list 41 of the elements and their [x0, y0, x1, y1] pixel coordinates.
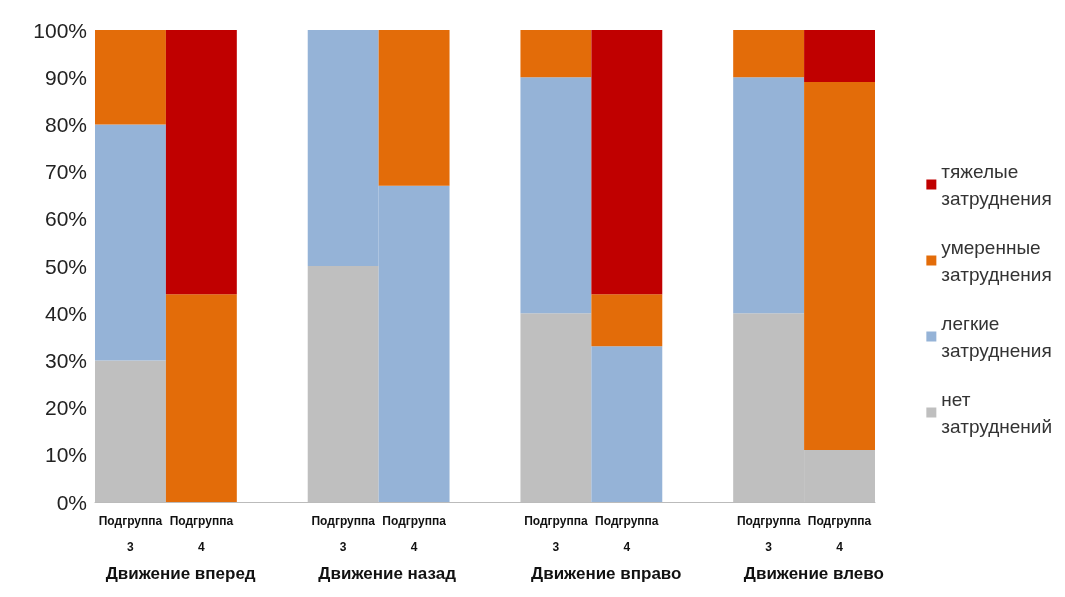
y-tick-label: 80% [44, 112, 87, 136]
y-tick-label: 40% [44, 301, 87, 325]
bar [591, 30, 663, 295]
x-tick-label: Подгруппа 4 [807, 514, 872, 554]
x-tick-label: Подгруппа 3 [736, 514, 801, 554]
bar [165, 294, 237, 502]
y-tick-label: 10% [44, 443, 87, 467]
text: Движение назад [318, 564, 457, 583]
x-tick-label: Подгруппа 4 [169, 514, 234, 554]
text: Движение влево [743, 564, 884, 583]
x-tick-label: Подгруппа 3 [524, 514, 588, 554]
y-tick-label: 20% [44, 396, 87, 420]
legend-label: нет затруднений [941, 388, 1053, 437]
bar [804, 81, 875, 451]
x-tick-label: Подгруппа 4 [595, 514, 659, 554]
legend-label: тяжелые затруднения [941, 160, 1052, 209]
bar [95, 124, 166, 361]
bar [520, 77, 592, 314]
bar [804, 30, 875, 82]
bar [378, 30, 450, 186]
bar [591, 346, 663, 502]
legend-label: легкие затруднения [941, 312, 1052, 361]
x-tick-label: Подгруппа 3 [98, 514, 163, 554]
bar [520, 30, 592, 78]
y-tick-label: 30% [44, 348, 87, 372]
y-tick-label: 90% [44, 65, 87, 89]
bar [733, 77, 805, 314]
x-tick-label: Подгруппа 4 [382, 514, 447, 554]
bar [733, 30, 805, 78]
x-tick-label: Подгруппа 3 [311, 514, 376, 554]
legend-label: умеренные затруднения [941, 236, 1052, 285]
y-tick-label: 60% [44, 207, 87, 231]
text: Движение вправо [531, 564, 682, 583]
y-tick-label: 0% [56, 490, 87, 514]
bar [95, 30, 166, 125]
bar [165, 30, 237, 295]
y-tick-label: 70% [44, 160, 87, 184]
y-tick-label: 100% [33, 18, 87, 42]
text: Движение вперед [105, 564, 256, 583]
y-tick-label: 50% [44, 254, 87, 278]
bar [591, 294, 663, 347]
